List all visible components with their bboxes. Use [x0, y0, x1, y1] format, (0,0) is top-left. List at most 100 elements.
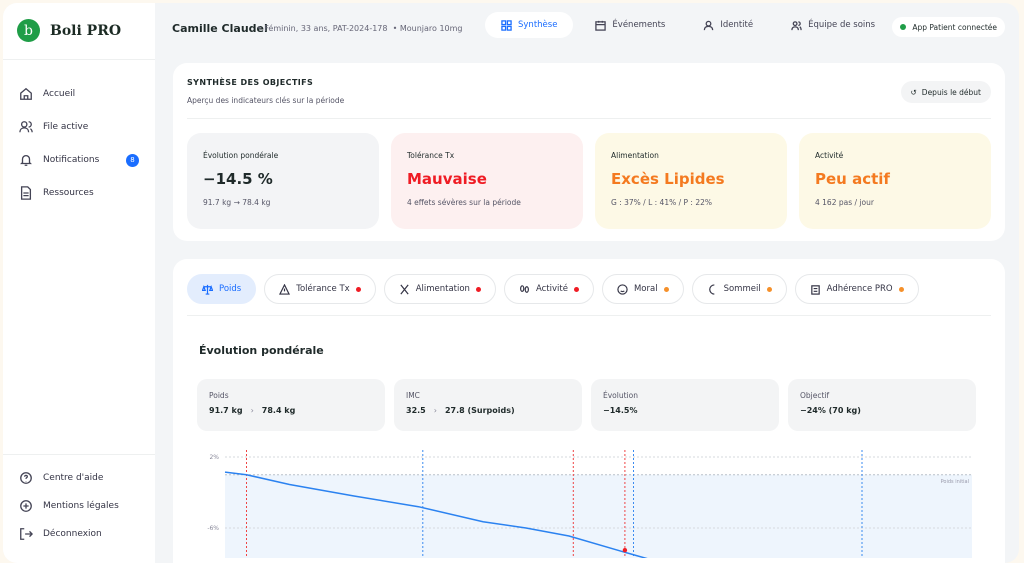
notification-badge: 8 [126, 153, 139, 167]
document-icon [20, 186, 32, 200]
sidebar-item-label: Centre d'aide [43, 473, 104, 483]
stat-value: −24% (70 kg) [800, 406, 861, 415]
clipboard-icon [810, 284, 820, 295]
sidebar-item-notifications[interactable]: Notifications 8 [19, 153, 139, 167]
tab-identite[interactable]: Identité [687, 12, 769, 38]
divider [187, 118, 991, 119]
sidebar: b Boli PRO Accueil File active Notificati… [3, 3, 155, 563]
stat-label: Objectif [800, 391, 830, 400]
sidebar-item-legal[interactable]: Mentions légales [19, 499, 139, 513]
stat-label: Poids [209, 391, 229, 400]
sidebar-item-label: Accueil [43, 89, 76, 99]
tab-synthese[interactable]: Synthèse [485, 12, 574, 38]
team-icon [791, 20, 802, 30]
kpi-value: Mauvaise [407, 170, 487, 188]
sidebar-item-label: Mentions légales [43, 501, 119, 511]
kpi-card[interactable]: Tolérance Tx Mauvaise 4 effets sévères sur… [391, 133, 583, 229]
period-button[interactable]: ↺ Depuis le début [900, 81, 991, 103]
logo[interactable]: b Boli PRO [17, 19, 121, 42]
kpi-label: Alimentation [611, 151, 659, 160]
smile-icon [617, 283, 628, 295]
sidebar-item-help[interactable]: Centre d'aide [19, 471, 139, 485]
kpi-card[interactable]: Évolution pondérale −14.5 % 91.7 kg → 78.4… [187, 133, 379, 229]
sidebar-item-label: File active [43, 122, 89, 132]
stat-evolution: Évolution −14.5% [591, 379, 779, 431]
sidebar-item-file-active[interactable]: File active [19, 120, 139, 134]
kpi-card[interactable]: Activité Peu actif 4 162 pas / jour [799, 133, 991, 229]
bell-icon [20, 154, 32, 166]
status-dot [573, 286, 579, 292]
stat-poids: Poids 91.7 kg › 78.4 kg [197, 379, 385, 431]
grid-icon [501, 19, 512, 31]
chevron-right-icon: › [250, 406, 254, 415]
filter-chip-tol-rance-tx[interactable]: Tolérance Tx [264, 274, 376, 304]
kpi-value: Peu actif [815, 170, 890, 188]
kpi-label: Tolérance Tx [407, 151, 455, 160]
divider [3, 454, 155, 455]
patient-name: Camille Claudel [172, 21, 268, 35]
sidebar-item-label: Déconnexion [43, 529, 102, 539]
sidebar-item-accueil[interactable]: Accueil [19, 87, 139, 101]
logo-mark: b [17, 19, 40, 42]
stat-value: −14.5% [603, 406, 638, 415]
chip-label: Sommeil [723, 284, 761, 294]
history-icon: ↺ [910, 87, 917, 97]
status-dot [663, 286, 669, 292]
kpi-sub: 4 162 pas / jour [815, 198, 874, 207]
status-dot-icon [900, 24, 907, 30]
filter-chip-adh-rence-pro[interactable]: Adhérence PRO [794, 274, 919, 304]
sidebar-item-ressources[interactable]: Ressources [19, 186, 139, 200]
chip-label: Poids [219, 284, 242, 294]
logout-icon [20, 528, 33, 540]
tab-label: Identité [720, 20, 754, 30]
tab-evenements[interactable]: Événements [579, 12, 681, 38]
kpi-sub: 91.7 kg → 78.4 kg [203, 198, 271, 207]
patient-meta: • Féminin, 33 ans, PAT-2024-178 • Mounja… [257, 24, 463, 33]
status-dot [766, 286, 772, 292]
stat-from: 32.5 [406, 406, 426, 415]
objectives-summary-card: SYNTHÈSE DES OBJECTIFS Aperçu des indica… [173, 63, 1005, 241]
status-dot [475, 286, 481, 292]
stat-objectif: Objectif −24% (70 kg) [788, 379, 976, 431]
chip-label: Tolérance Tx [296, 284, 350, 294]
tab-equipe-de-soins[interactable]: Équipe de soins [775, 12, 891, 38]
divider [187, 315, 991, 316]
kpi-sub: G : 37% / L : 41% / P : 22% [611, 198, 712, 207]
moon-icon [708, 283, 714, 295]
tab-label: Équipe de soins [808, 20, 876, 30]
home-icon [20, 87, 32, 100]
divider [3, 59, 155, 60]
section-subtitle: Aperçu des indicateurs clés sur la pério… [187, 96, 345, 105]
filter-chip-activit-[interactable]: Activité [503, 274, 594, 304]
kpi-value: Excès Lipides [611, 170, 725, 188]
period-label: Depuis le début [921, 87, 981, 97]
filter-chip-sommeil[interactable]: Sommeil [691, 274, 787, 304]
y-tick-label: -6% [207, 525, 219, 532]
tab-label: Synthèse [518, 20, 558, 30]
sidebar-item-logout[interactable]: Déconnexion [19, 527, 139, 541]
weight-line [224, 471, 648, 558]
kpi-sub: 4 effets sévères sur la période [407, 198, 521, 207]
patient-header: Camille Claudel • Féminin, 33 ans, PAT-2… [155, 3, 1019, 53]
stat-label: IMC [406, 391, 420, 400]
status-dot [898, 286, 904, 292]
filter-chip-alimentation[interactable]: Alimentation [383, 274, 496, 304]
y-tick-label: 2% [209, 454, 219, 461]
chevron-right-icon: › [433, 406, 437, 415]
app-status-badge: App Patient connectée [892, 17, 1005, 37]
indicator-filters: Poids Tolérance Tx Alimentation Activité Mor… [187, 274, 919, 304]
app-status-label: App Patient connectée [912, 22, 997, 32]
kpi-card[interactable]: Alimentation Excès Lipides G : 37% / L : 4… [595, 133, 787, 229]
filter-chip-moral[interactable]: Moral [601, 274, 684, 304]
filter-chip-poids[interactable]: Poids [187, 274, 257, 304]
status-dot [355, 286, 361, 292]
area-below-reference [225, 474, 972, 558]
stat-to: 27.8 (Surpoids) [444, 406, 515, 415]
user-icon [704, 20, 714, 30]
footprints-icon [520, 284, 529, 293]
utensils-icon [400, 284, 409, 294]
sidebar-item-label: Notifications [43, 155, 100, 165]
users-icon [19, 121, 33, 133]
highlight-point [622, 547, 628, 553]
